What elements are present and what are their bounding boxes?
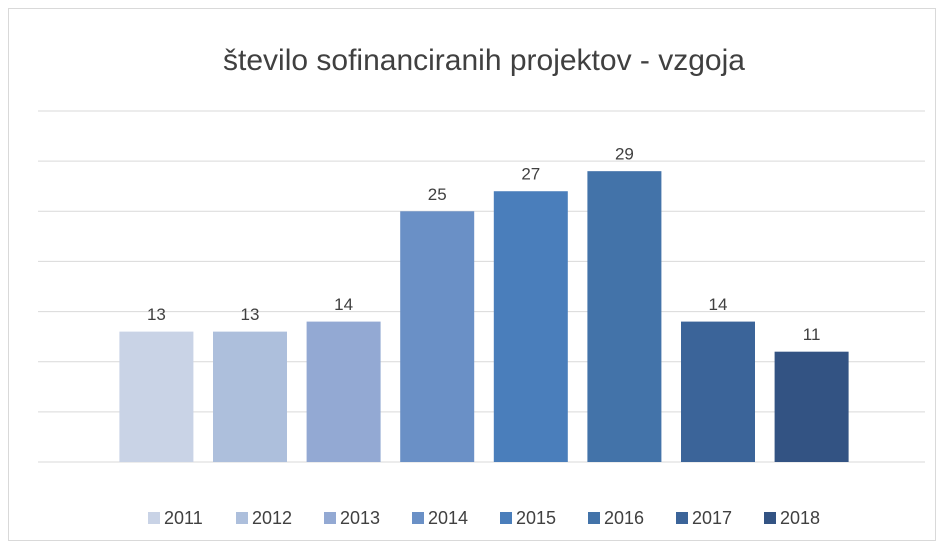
bar xyxy=(306,321,381,462)
bar xyxy=(400,211,475,462)
legend-label: 2012 xyxy=(252,508,292,528)
legend-swatch xyxy=(148,512,160,524)
legend-swatch xyxy=(676,512,688,524)
legend-swatch xyxy=(236,512,248,524)
data-label: 29 xyxy=(615,145,634,164)
bar xyxy=(587,171,662,462)
data-label: 27 xyxy=(521,165,540,184)
legend-swatch xyxy=(500,512,512,524)
legend-swatch xyxy=(764,512,776,524)
data-label: 25 xyxy=(428,185,447,204)
legend-swatch xyxy=(588,512,600,524)
legend-label: 2016 xyxy=(604,508,644,528)
legend-label: 2013 xyxy=(340,508,380,528)
legend-label: 2011 xyxy=(164,508,203,528)
legend-label: 2015 xyxy=(516,508,556,528)
legend-label: 2014 xyxy=(428,508,468,528)
data-label: 14 xyxy=(709,295,728,314)
data-label: 13 xyxy=(147,305,166,324)
bar xyxy=(213,331,287,462)
legend-swatch xyxy=(324,512,336,524)
data-label: 14 xyxy=(334,295,353,314)
data-label: 13 xyxy=(241,305,260,324)
legend-swatch xyxy=(412,512,424,524)
bar xyxy=(493,191,568,462)
bar xyxy=(119,331,194,462)
chart-title: število sofinanciranih projektov - vzgoj… xyxy=(223,44,745,77)
data-label: 11 xyxy=(803,325,821,344)
legend-label: 2018 xyxy=(780,508,820,528)
bar xyxy=(774,351,849,462)
legend-label: 2017 xyxy=(692,508,732,528)
bar xyxy=(681,321,755,462)
